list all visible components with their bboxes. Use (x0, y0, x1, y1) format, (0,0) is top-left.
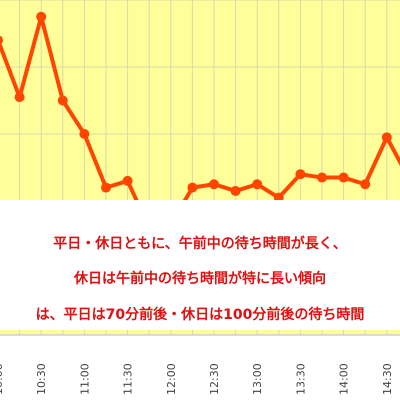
x-tick-label: 12:30 (208, 363, 221, 395)
series-1-point (79, 129, 90, 139)
series-1-point (317, 172, 327, 183)
series-1-point (295, 169, 306, 180)
x-axis: 10:00 10:30 11:00 11:30 12:00 12:30 13:00 13:30… (0, 334, 400, 395)
series-1-point (187, 182, 198, 193)
series-1-point (381, 132, 392, 143)
x-tick-label: 14:30 (381, 363, 394, 395)
x-tick-label: 10:30 (35, 363, 48, 395)
annotation-box: 平日・休日ともに、午前中の待ち時間が長く、 休日は午前中の待ち時間が特に長い傾向… (0, 200, 400, 330)
x-tick-label: 11:00 (78, 363, 91, 395)
series-1-point (360, 179, 371, 190)
x-tick-label: 13:30 (294, 363, 307, 395)
annotation-line-3: は、平日は70分前後・休日は100分前後の待ち時間 (36, 306, 365, 323)
series-1-point (338, 172, 349, 183)
series-1-point (209, 179, 219, 190)
annotation-line-2: 休日は午前中の待ち時間が特に長い傾向 (73, 270, 326, 287)
series-1-point (122, 175, 133, 186)
annotation-line-1: 平日・休日ともに、午前中の待ち時間が長く、 (53, 235, 347, 252)
series-1-point (252, 179, 263, 190)
series-1-point (230, 185, 241, 196)
series-1-point (36, 11, 47, 22)
x-tick-label: 14:00 (338, 363, 351, 395)
x-tick-label: 13:00 (251, 363, 264, 395)
series-1-point (101, 182, 111, 193)
x-tick-label: 11:30 (122, 363, 135, 395)
series-1-point (0, 35, 3, 45)
series-1-point (14, 92, 25, 103)
series-1-point (57, 95, 68, 106)
x-tick-label: 10:00 (0, 363, 5, 395)
x-tick-label: 12:00 (165, 363, 178, 395)
annotation-background (0, 200, 400, 330)
